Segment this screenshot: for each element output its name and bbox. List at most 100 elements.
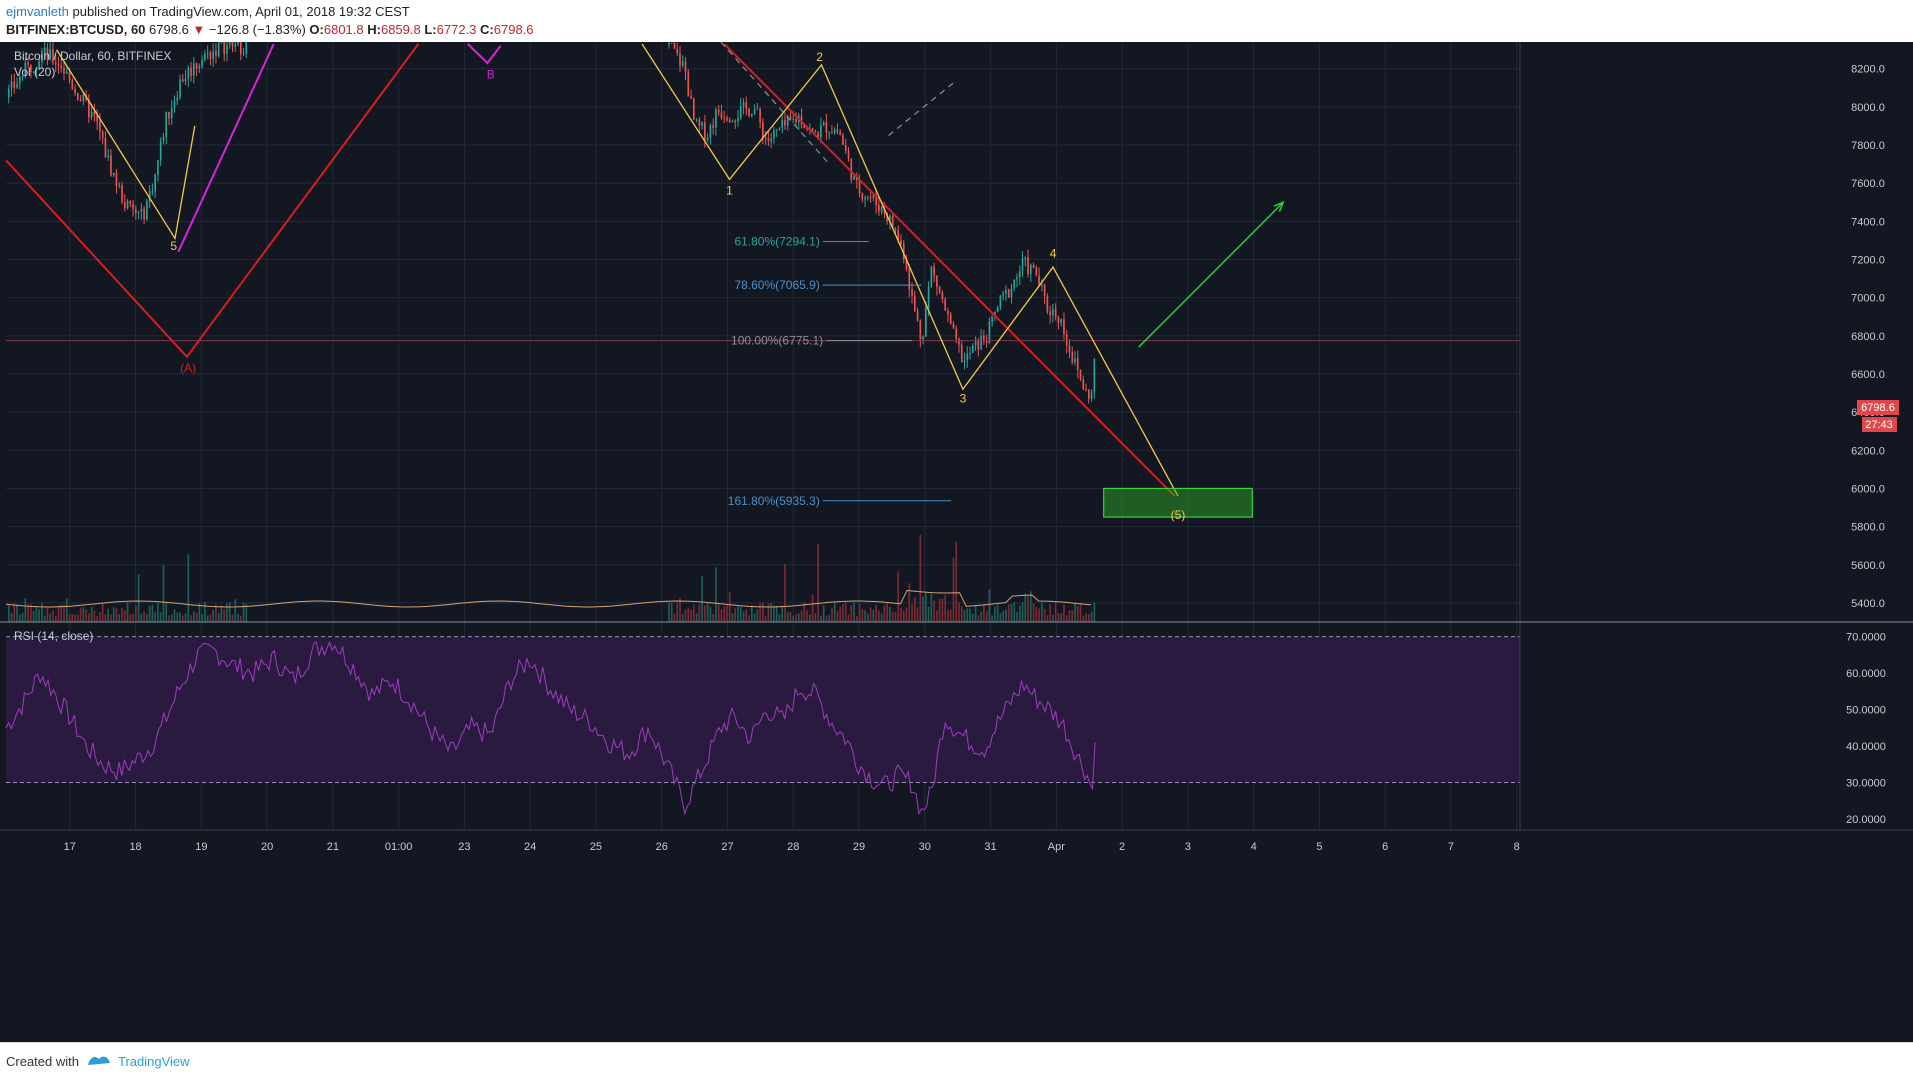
- candle-body: [179, 79, 181, 98]
- volume-bar: [855, 615, 858, 622]
- volume-bar: [734, 608, 737, 622]
- price-tick-label: 7400.0: [1851, 216, 1885, 228]
- candle-body: [789, 116, 792, 120]
- volume-bar: [670, 602, 673, 622]
- volume-bar: [228, 602, 231, 622]
- volume-bar: [820, 615, 822, 622]
- candle-body: [844, 144, 847, 151]
- volume-bar: [1043, 608, 1046, 622]
- candle-body: [173, 100, 176, 109]
- candle-body: [63, 67, 65, 74]
- volume-bar: [864, 610, 866, 622]
- candle-body: [963, 360, 966, 362]
- volume-bar: [65, 598, 68, 622]
- candle-body: [933, 266, 935, 276]
- candle-body: [137, 211, 140, 213]
- volume-bar: [140, 613, 143, 622]
- candle-body: [1007, 289, 1010, 298]
- candle-body: [1090, 392, 1093, 399]
- candle-body: [770, 138, 772, 142]
- volume-bar: [1049, 604, 1051, 622]
- volume-bar: [902, 610, 905, 622]
- volume-bar: [165, 602, 168, 622]
- volume-bar: [21, 612, 24, 622]
- trendline-red-left: [5, 43, 420, 359]
- candle-body: [217, 42, 220, 57]
- last-price: 6798.6: [149, 22, 189, 37]
- candle-body: [687, 72, 690, 97]
- candle-body: [1024, 257, 1027, 259]
- candle-body: [811, 128, 814, 132]
- volume-bar: [803, 602, 806, 622]
- volume-bar: [1032, 603, 1035, 622]
- candle-body: [1046, 296, 1049, 312]
- time-tick-label: Apr: [1048, 841, 1065, 853]
- candle-body: [49, 49, 52, 59]
- candle-body: [115, 172, 118, 186]
- wave-label: B: [487, 67, 495, 81]
- volume-bar: [867, 613, 869, 622]
- volume-bar: [115, 608, 118, 622]
- volume-bar: [880, 613, 883, 622]
- time-tick-label: 24: [524, 841, 536, 853]
- volume-bar: [1076, 606, 1079, 622]
- candle-body: [969, 353, 971, 355]
- volume-bar: [184, 613, 187, 622]
- green-target-arrow: [1138, 201, 1284, 348]
- candle-body: [245, 42, 248, 54]
- candle-body: [76, 93, 79, 100]
- volume-bar: [1068, 610, 1071, 622]
- candle-body: [756, 108, 759, 110]
- candle-body: [27, 62, 29, 65]
- volume-bar: [154, 611, 156, 622]
- volume-bar: [958, 602, 960, 622]
- volume-bar: [949, 609, 952, 622]
- candle-body: [1071, 351, 1074, 363]
- candle-body: [123, 202, 126, 209]
- candle-body: [955, 328, 958, 339]
- volume-bar: [952, 557, 955, 622]
- volume-bar: [750, 605, 753, 622]
- candle-body: [861, 193, 864, 200]
- countdown-badge: [1862, 417, 1897, 432]
- volume-bar: [800, 610, 803, 622]
- last-price-badge: [1857, 400, 1899, 415]
- candle-body: [792, 118, 795, 120]
- volume-bar: [129, 614, 132, 622]
- candle-body: [129, 200, 132, 204]
- candle-body: [1093, 358, 1096, 393]
- candle-body: [886, 213, 889, 222]
- volume-bar: [891, 612, 894, 622]
- chart-canvas[interactable]: 20.0000 30.0000 40.0000 50.0000 60.0000 70.00…: [0, 42, 1913, 1042]
- candle-body: [974, 339, 977, 346]
- quote-line: BITFINEX:BTCUSD, 60 6798.6 ▼ −126.8 (−1.…: [6, 22, 534, 37]
- candle-body: [32, 71, 35, 73]
- candle-body: [922, 336, 924, 340]
- candle-body: [71, 80, 74, 89]
- volume-bar: [723, 606, 726, 622]
- author-link[interactable]: ejmvanleth: [6, 4, 69, 19]
- candle-body: [775, 129, 778, 131]
- volume-bar: [176, 612, 179, 622]
- candle-body: [1038, 275, 1040, 285]
- volume-bar: [786, 612, 789, 622]
- volume-bar: [38, 609, 40, 622]
- candle-body: [104, 138, 107, 157]
- candle-body: [234, 44, 237, 47]
- volume-bar: [143, 611, 145, 622]
- tradingview-link[interactable]: TradingView: [118, 1054, 190, 1069]
- candle-body: [195, 63, 198, 69]
- candle-body: [966, 353, 969, 361]
- volume-bar: [913, 597, 916, 622]
- price-tick-label: 6000.0: [1851, 483, 1885, 495]
- rsi-tick-label: 40.0000: [1846, 741, 1886, 753]
- candle-body: [786, 116, 789, 126]
- candle-body: [1016, 277, 1018, 280]
- candle-body: [814, 131, 817, 133]
- volume-bar: [1057, 612, 1060, 622]
- volume-bar: [93, 610, 96, 622]
- time-tick-label: 8: [1514, 841, 1520, 853]
- volume-bar: [742, 611, 745, 622]
- volume-bar: [792, 615, 795, 622]
- volume-bar: [1029, 591, 1032, 622]
